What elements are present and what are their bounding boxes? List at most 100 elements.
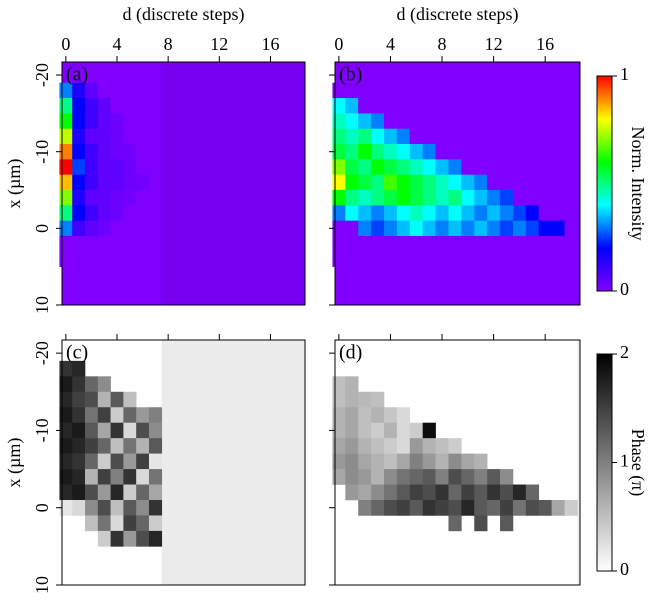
heatmap-cell xyxy=(97,144,111,160)
heatmap-cell xyxy=(148,469,163,485)
heatmap-cell xyxy=(564,236,578,252)
heatmap-cell xyxy=(123,530,137,547)
heatmap-cell xyxy=(409,438,423,454)
heatmap-cell xyxy=(384,236,398,252)
heatmap-cell xyxy=(525,236,540,252)
heatmap-cell xyxy=(59,407,73,423)
heatmap-cell xyxy=(564,144,578,160)
heatmap-cell xyxy=(59,144,73,160)
heatmap-cell xyxy=(474,515,488,532)
heatmap-cell xyxy=(148,113,163,129)
heatmap-cell xyxy=(85,391,99,408)
heatmap-cell xyxy=(564,113,578,129)
heatmap-cell xyxy=(72,438,86,454)
heatmap-cell xyxy=(72,144,86,160)
heatmap-cell xyxy=(110,530,124,547)
heatmap-cell xyxy=(396,159,411,175)
heatmap-cell xyxy=(371,82,385,99)
heatmap-cell xyxy=(500,113,514,129)
heatmap-cell xyxy=(59,128,73,145)
heatmap-cell xyxy=(358,469,372,485)
heatmap-cell xyxy=(448,190,462,206)
heatmap-cell xyxy=(85,174,99,191)
heatmap-cell xyxy=(136,469,150,485)
heatmap-cell xyxy=(136,98,150,114)
heatmap-cell xyxy=(110,98,124,114)
heatmap-cell xyxy=(59,190,73,206)
heatmap-cell xyxy=(110,82,124,99)
heatmap-cell xyxy=(110,220,124,237)
heatmap-cell xyxy=(538,220,552,237)
heatmap-cell xyxy=(345,113,359,129)
heatmap-cell xyxy=(564,220,578,237)
heatmap-cell xyxy=(110,453,124,470)
heatmap-cell xyxy=(72,484,86,501)
heatmap-cell xyxy=(59,360,73,377)
colorbar-tick-label: 1 xyxy=(620,64,629,84)
heatmap-cell xyxy=(461,484,475,501)
heatmap-cell xyxy=(371,484,385,501)
heatmap-cell xyxy=(551,190,565,206)
heatmap-cell xyxy=(396,236,411,252)
heatmap-cell xyxy=(358,484,372,501)
heatmap-cell xyxy=(136,515,150,532)
heatmap-cell xyxy=(487,159,501,175)
heatmap-cell xyxy=(487,144,501,160)
heatmap-cell xyxy=(59,251,73,267)
heatmap-cell xyxy=(461,453,475,470)
heatmap-cell xyxy=(59,113,73,129)
heatmap-cell xyxy=(396,469,411,485)
heatmap-cell xyxy=(123,515,137,532)
heatmap-cell xyxy=(525,144,540,160)
heatmap-cell xyxy=(136,484,150,501)
colorbar-title: Phase (π) xyxy=(627,429,648,497)
heatmap-cell xyxy=(123,190,137,206)
y-tick-label: 0 xyxy=(32,503,52,512)
heatmap-cell xyxy=(345,438,359,454)
no-data-region xyxy=(161,62,305,305)
heatmap-cell xyxy=(332,205,346,221)
heatmap-cell xyxy=(448,236,462,252)
heatmap-cell xyxy=(422,205,436,221)
x-tick-label: 12 xyxy=(485,34,503,54)
heatmap-cell xyxy=(384,82,398,99)
heatmap-cell xyxy=(461,499,475,516)
heatmap-cell xyxy=(345,174,359,191)
x-tick-label: 12 xyxy=(210,34,228,54)
heatmap-cell xyxy=(474,251,488,267)
heatmap-cell xyxy=(148,484,163,501)
heatmap-cell xyxy=(345,251,359,267)
heatmap-cell xyxy=(396,174,411,191)
heatmap-cell xyxy=(97,82,111,99)
heatmap-cell xyxy=(384,113,398,129)
heatmap-cell xyxy=(97,236,111,252)
heatmap-cell xyxy=(487,98,501,114)
heatmap-cell xyxy=(345,205,359,221)
heatmap-cell xyxy=(422,251,436,267)
heatmap-cell xyxy=(97,515,111,532)
heatmap-cell xyxy=(422,113,436,129)
heatmap-cell xyxy=(123,82,137,99)
heatmap-cell xyxy=(474,205,488,221)
heatmap-cell xyxy=(487,128,501,145)
heatmap-cell xyxy=(435,128,449,145)
heatmap-cell xyxy=(422,159,436,175)
heatmap-cell xyxy=(525,98,540,114)
heatmap-cell xyxy=(474,499,488,516)
heatmap-cell xyxy=(332,376,346,393)
heatmap-cell xyxy=(384,174,398,191)
heatmap-cell xyxy=(371,469,385,485)
heatmap-cell xyxy=(97,159,111,175)
heatmap-cell xyxy=(85,422,99,439)
heatmap-cell xyxy=(551,499,565,516)
heatmap-cell xyxy=(525,205,540,221)
heatmap-cell xyxy=(487,205,501,221)
heatmap-cell xyxy=(551,236,565,252)
heatmap-cell xyxy=(59,484,73,501)
heatmap-cell xyxy=(409,82,423,99)
colorbar xyxy=(596,75,613,292)
heatmap-cell xyxy=(538,98,552,114)
heatmap-cell xyxy=(474,453,488,470)
heatmap-cell xyxy=(474,484,488,501)
